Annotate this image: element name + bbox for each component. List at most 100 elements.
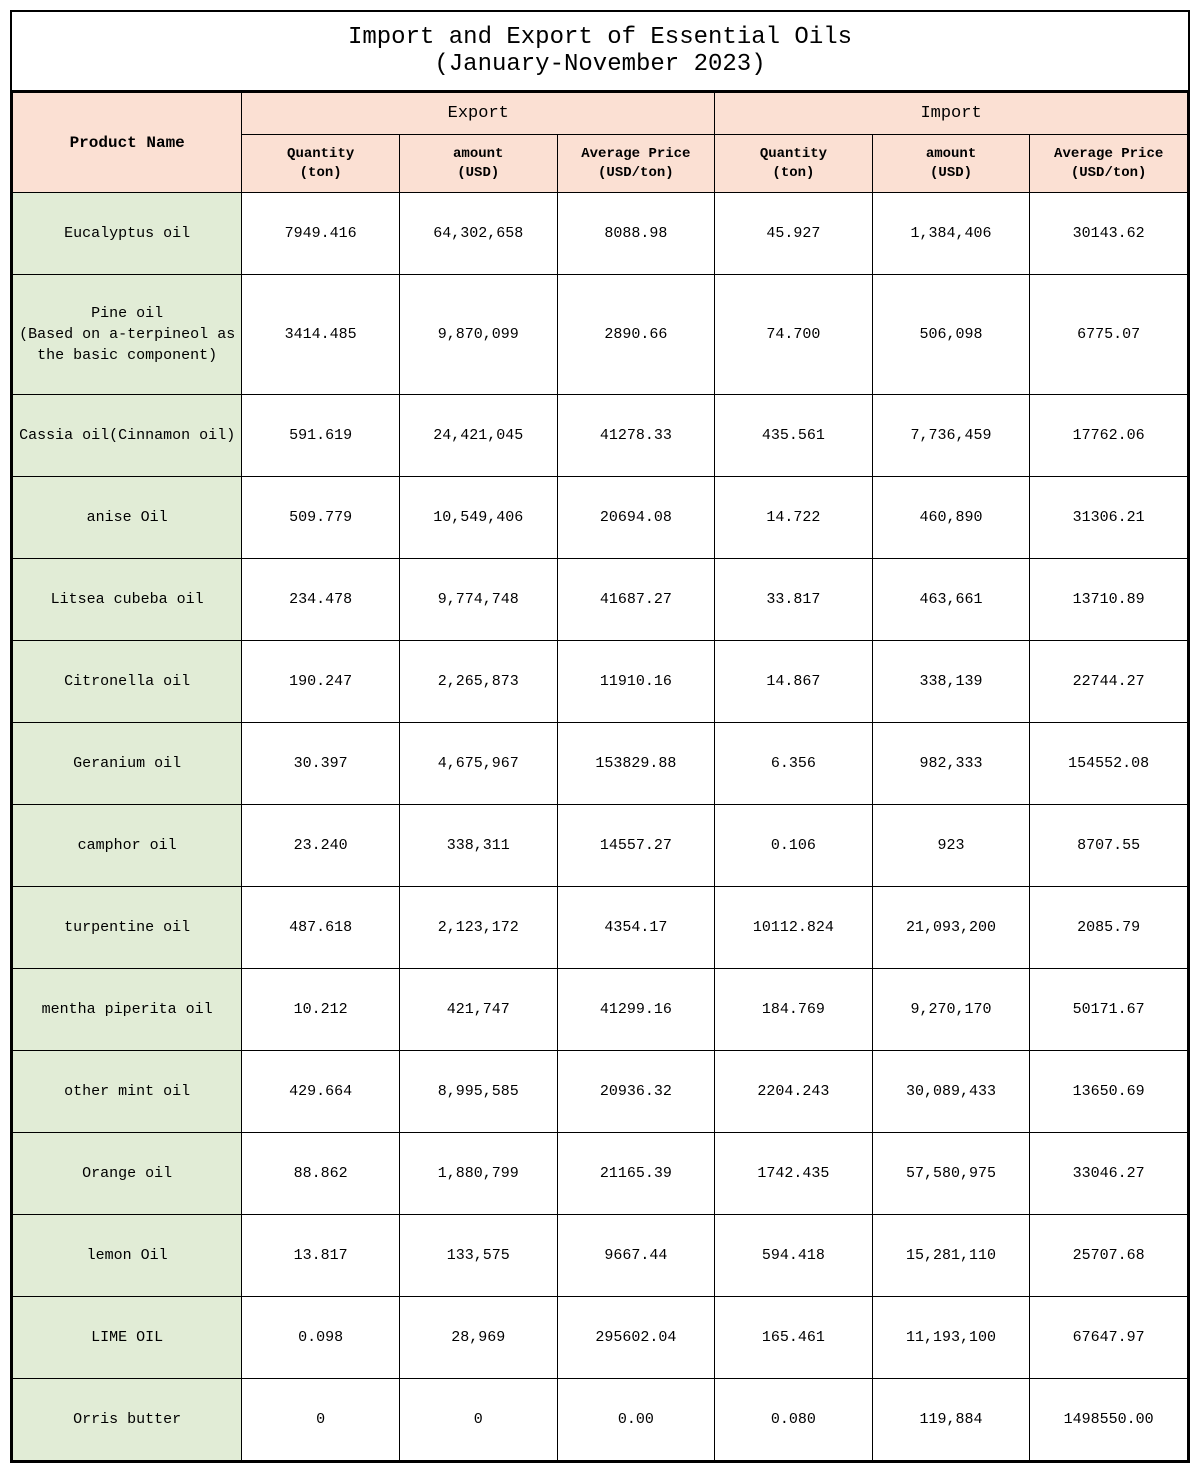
data-cell-ep: 11910.16 (557, 641, 715, 723)
data-cell-ip: 13650.69 (1030, 1051, 1188, 1133)
data-cell-ea: 2,265,873 (399, 641, 557, 723)
data-cell-iq: 14.722 (715, 477, 873, 559)
data-cell-ia: 119,884 (872, 1379, 1030, 1461)
data-cell-iq: 0.080 (715, 1379, 873, 1461)
data-cell-ea: 10,549,406 (399, 477, 557, 559)
product-name-cell: Orris butter (13, 1379, 242, 1461)
product-name-cell: camphor oil (13, 805, 242, 887)
data-cell-ip: 154552.08 (1030, 723, 1188, 805)
table-row: LIME OIL0.09828,969295602.04165.46111,19… (13, 1297, 1188, 1379)
data-cell-ep: 41299.16 (557, 969, 715, 1051)
data-cell-ea: 338,311 (399, 805, 557, 887)
data-cell-iq: 33.817 (715, 559, 873, 641)
data-cell-ip: 1498550.00 (1030, 1379, 1188, 1461)
data-cell-ip: 31306.21 (1030, 477, 1188, 559)
data-cell-iq: 2204.243 (715, 1051, 873, 1133)
table-row: Pine oil(Based on a-terpineol asthe basi… (13, 275, 1188, 395)
data-cell-ip: 30143.62 (1030, 193, 1188, 275)
table-row: Litsea cubeba oil234.4789,774,74841687.2… (13, 559, 1188, 641)
data-cell-ep: 4354.17 (557, 887, 715, 969)
header-export: Export (242, 93, 715, 135)
table-body: Eucalyptus oil7949.41664,302,6588088.984… (13, 193, 1188, 1461)
product-name-cell: Orange oil (13, 1133, 242, 1215)
data-cell-eq: 23.240 (242, 805, 400, 887)
data-table: Product Name Export Import Quantity(ton)… (12, 92, 1188, 1461)
data-cell-ep: 0.00 (557, 1379, 715, 1461)
data-cell-ea: 2,123,172 (399, 887, 557, 969)
data-cell-ip: 8707.55 (1030, 805, 1188, 887)
document-container: Import and Export of Essential Oils (Jan… (10, 10, 1190, 1463)
product-name-cell: LIME OIL (13, 1297, 242, 1379)
data-cell-ia: 982,333 (872, 723, 1030, 805)
data-cell-ia: 57,580,975 (872, 1133, 1030, 1215)
data-cell-ia: 30,089,433 (872, 1051, 1030, 1133)
data-cell-eq: 13.817 (242, 1215, 400, 1297)
data-cell-ea: 421,747 (399, 969, 557, 1051)
data-cell-ia: 338,139 (872, 641, 1030, 723)
data-cell-eq: 234.478 (242, 559, 400, 641)
data-cell-iq: 45.927 (715, 193, 873, 275)
data-cell-ep: 14557.27 (557, 805, 715, 887)
data-cell-eq: 591.619 (242, 395, 400, 477)
product-name-cell: Eucalyptus oil (13, 193, 242, 275)
table-row: lemon Oil13.817133,5759667.44594.41815,2… (13, 1215, 1188, 1297)
data-cell-ep: 20936.32 (557, 1051, 715, 1133)
data-cell-iq: 594.418 (715, 1215, 873, 1297)
data-cell-ip: 33046.27 (1030, 1133, 1188, 1215)
data-cell-ia: 1,384,406 (872, 193, 1030, 275)
data-cell-eq: 88.862 (242, 1133, 400, 1215)
table-row: other mint oil429.6648,995,58520936.3222… (13, 1051, 1188, 1133)
table-row: anise Oil509.77910,549,40620694.0814.722… (13, 477, 1188, 559)
data-cell-ep: 2890.66 (557, 275, 715, 395)
data-cell-ip: 13710.89 (1030, 559, 1188, 641)
product-name-cell: lemon Oil (13, 1215, 242, 1297)
header-import-amt: amount(USD) (872, 135, 1030, 193)
table-row: Orange oil88.8621,880,79921165.391742.43… (13, 1133, 1188, 1215)
data-cell-ea: 9,774,748 (399, 559, 557, 641)
product-name-cell: Litsea cubeba oil (13, 559, 242, 641)
header-product: Product Name (13, 93, 242, 193)
data-cell-eq: 190.247 (242, 641, 400, 723)
data-cell-ia: 463,661 (872, 559, 1030, 641)
data-cell-ea: 0 (399, 1379, 557, 1461)
data-cell-ia: 506,098 (872, 275, 1030, 395)
data-cell-ea: 28,969 (399, 1297, 557, 1379)
data-cell-ia: 11,193,100 (872, 1297, 1030, 1379)
data-cell-eq: 10.212 (242, 969, 400, 1051)
data-cell-ia: 15,281,110 (872, 1215, 1030, 1297)
data-cell-ea: 1,880,799 (399, 1133, 557, 1215)
table-row: Citronella oil190.2472,265,87311910.1614… (13, 641, 1188, 723)
data-cell-ep: 41687.27 (557, 559, 715, 641)
data-cell-iq: 6.356 (715, 723, 873, 805)
product-name-cell: anise Oil (13, 477, 242, 559)
data-cell-ep: 295602.04 (557, 1297, 715, 1379)
data-cell-ia: 923 (872, 805, 1030, 887)
header-import-avg: Average Price(USD/ton) (1030, 135, 1188, 193)
data-cell-eq: 429.664 (242, 1051, 400, 1133)
data-cell-iq: 165.461 (715, 1297, 873, 1379)
product-name-cell: mentha piperita oil (13, 969, 242, 1051)
data-cell-ep: 21165.39 (557, 1133, 715, 1215)
data-cell-eq: 509.779 (242, 477, 400, 559)
data-cell-ip: 6775.07 (1030, 275, 1188, 395)
table-row: Cassia oil(Cinnamon oil)591.61924,421,04… (13, 395, 1188, 477)
table-row: mentha piperita oil10.212421,74741299.16… (13, 969, 1188, 1051)
data-cell-ia: 460,890 (872, 477, 1030, 559)
data-cell-eq: 7949.416 (242, 193, 400, 275)
data-cell-iq: 184.769 (715, 969, 873, 1051)
data-cell-iq: 0.106 (715, 805, 873, 887)
data-cell-ia: 9,270,170 (872, 969, 1030, 1051)
data-cell-ea: 9,870,099 (399, 275, 557, 395)
header-export-avg: Average Price(USD/ton) (557, 135, 715, 193)
header-import: Import (715, 93, 1188, 135)
data-cell-ia: 7,736,459 (872, 395, 1030, 477)
data-cell-eq: 3414.485 (242, 275, 400, 395)
header-export-amt: amount(USD) (399, 135, 557, 193)
title-line-1: Import and Export of Essential Oils (12, 24, 1188, 51)
table-row: Geranium oil30.3974,675,967153829.886.35… (13, 723, 1188, 805)
table-row: turpentine oil487.6182,123,1724354.17101… (13, 887, 1188, 969)
data-cell-iq: 435.561 (715, 395, 873, 477)
data-cell-ea: 133,575 (399, 1215, 557, 1297)
product-name-cell: Cassia oil(Cinnamon oil) (13, 395, 242, 477)
data-cell-iq: 10112.824 (715, 887, 873, 969)
